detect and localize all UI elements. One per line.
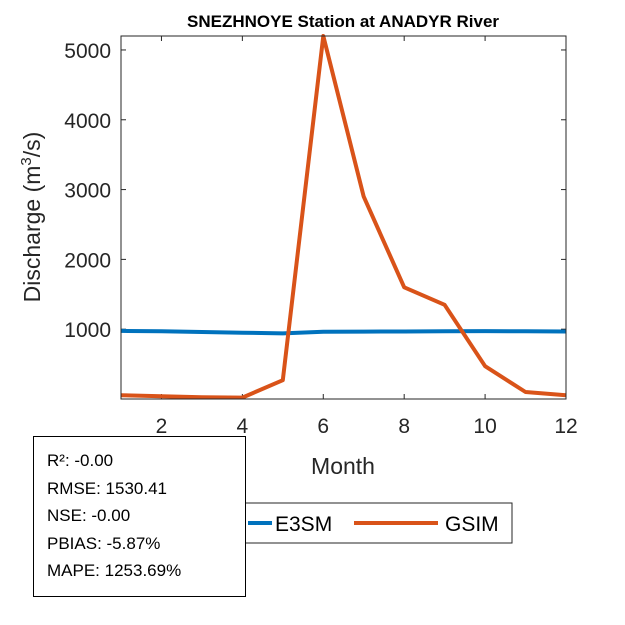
metric-nse: NSE: -0.00 (47, 506, 131, 525)
x-tick-label: 2 (156, 415, 168, 438)
x-tick-label: 4 (237, 415, 249, 438)
x-tick-label: 6 (317, 415, 329, 438)
x-tick-label: 8 (398, 415, 410, 438)
series-line-gsim (121, 34, 566, 399)
metrics-box: R²: -0.00 RMSE: 1530.41 NSE: -0.00 PBIAS… (33, 436, 246, 597)
legend-label-e3sm: E3SM (275, 513, 332, 536)
legend: E3SM GSIM (242, 502, 513, 544)
y-tick-label: 5000 (64, 40, 111, 63)
metric-rmse: RMSE: 1530.41 (47, 478, 168, 498)
legend-label-gsim: GSIM (445, 513, 499, 536)
x-tick-label: 12 (554, 415, 577, 438)
y-tick-label: 2000 (64, 249, 111, 272)
plot-frame (120, 35, 567, 400)
metric-pbias: PBIAS: -5.87% (47, 533, 161, 553)
x-tick-label: 10 (473, 415, 496, 438)
y-axis-label-sup: 3 (18, 157, 35, 165)
y-tick-label: 1000 (64, 319, 111, 342)
y-axis-label: Discharge (m3/s) (18, 132, 45, 303)
y-tick-label: 3000 (64, 180, 111, 203)
y-axis-label-end: /s) (19, 132, 45, 158)
plot-area (121, 36, 566, 399)
metric-mape: MAPE: 1253.69% (47, 561, 182, 580)
metric-r2: R²: -0.00 (47, 451, 114, 470)
y-axis-label-main: Discharge (m (19, 166, 45, 303)
chart-title: SNEZHNOYE Station at ANADYR River (187, 12, 499, 31)
series-line-e3sm (121, 328, 566, 336)
x-axis-label: Month (311, 453, 375, 479)
y-tick-label: 4000 (64, 110, 111, 133)
